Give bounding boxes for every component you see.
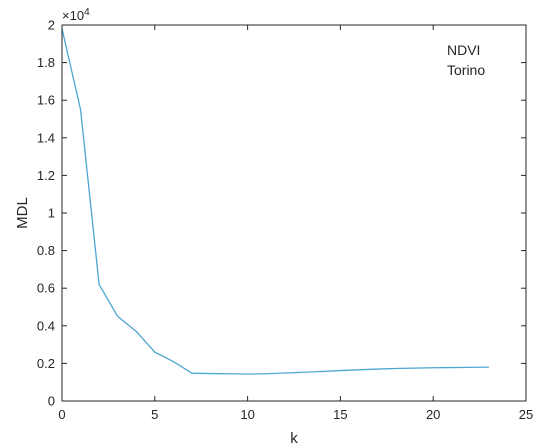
x-tick-label: 20 <box>426 407 440 422</box>
y-tick-label: 0.2 <box>37 356 55 371</box>
y-tick-label: 0.6 <box>37 281 55 296</box>
annotation-line-2: Torino <box>447 62 485 78</box>
series-line <box>61 28 489 375</box>
x-tick-label: 5 <box>151 407 158 422</box>
y-tick-label: 0.8 <box>37 243 55 258</box>
annotation-line-1: NDVI <box>447 42 480 58</box>
y-tick-label: 0 <box>48 394 55 409</box>
x-tick-label: 0 <box>58 407 65 422</box>
y-tick-label: 1.6 <box>37 93 55 108</box>
x-axis-ticks: 0 5 10 15 20 25 <box>58 25 533 422</box>
y-tick-label: 1 <box>48 206 55 221</box>
y-tick-label: 1.4 <box>37 130 55 145</box>
y-exponent-base: ×104 <box>62 7 90 23</box>
y-tick-label: 0.4 <box>37 318 55 333</box>
y-axis-label: MDL <box>14 197 31 229</box>
plot-area <box>62 25 526 401</box>
y-tick-label: 1.2 <box>37 168 55 183</box>
y-tick-label: 1.8 <box>37 55 55 70</box>
series-layer <box>61 28 489 375</box>
y-axis-ticks: 0 0.2 0.4 0.6 0.8 1 1.2 1.4 1.6 1.8 2 <box>37 18 526 409</box>
x-tick-label: 25 <box>519 407 533 422</box>
y-exponent-power: 4 <box>84 7 90 18</box>
x-tick-label: 15 <box>333 407 347 422</box>
x-axis-label: k <box>290 430 298 447</box>
y-tick-label: 2 <box>48 18 55 33</box>
x-tick-label: 10 <box>240 407 254 422</box>
